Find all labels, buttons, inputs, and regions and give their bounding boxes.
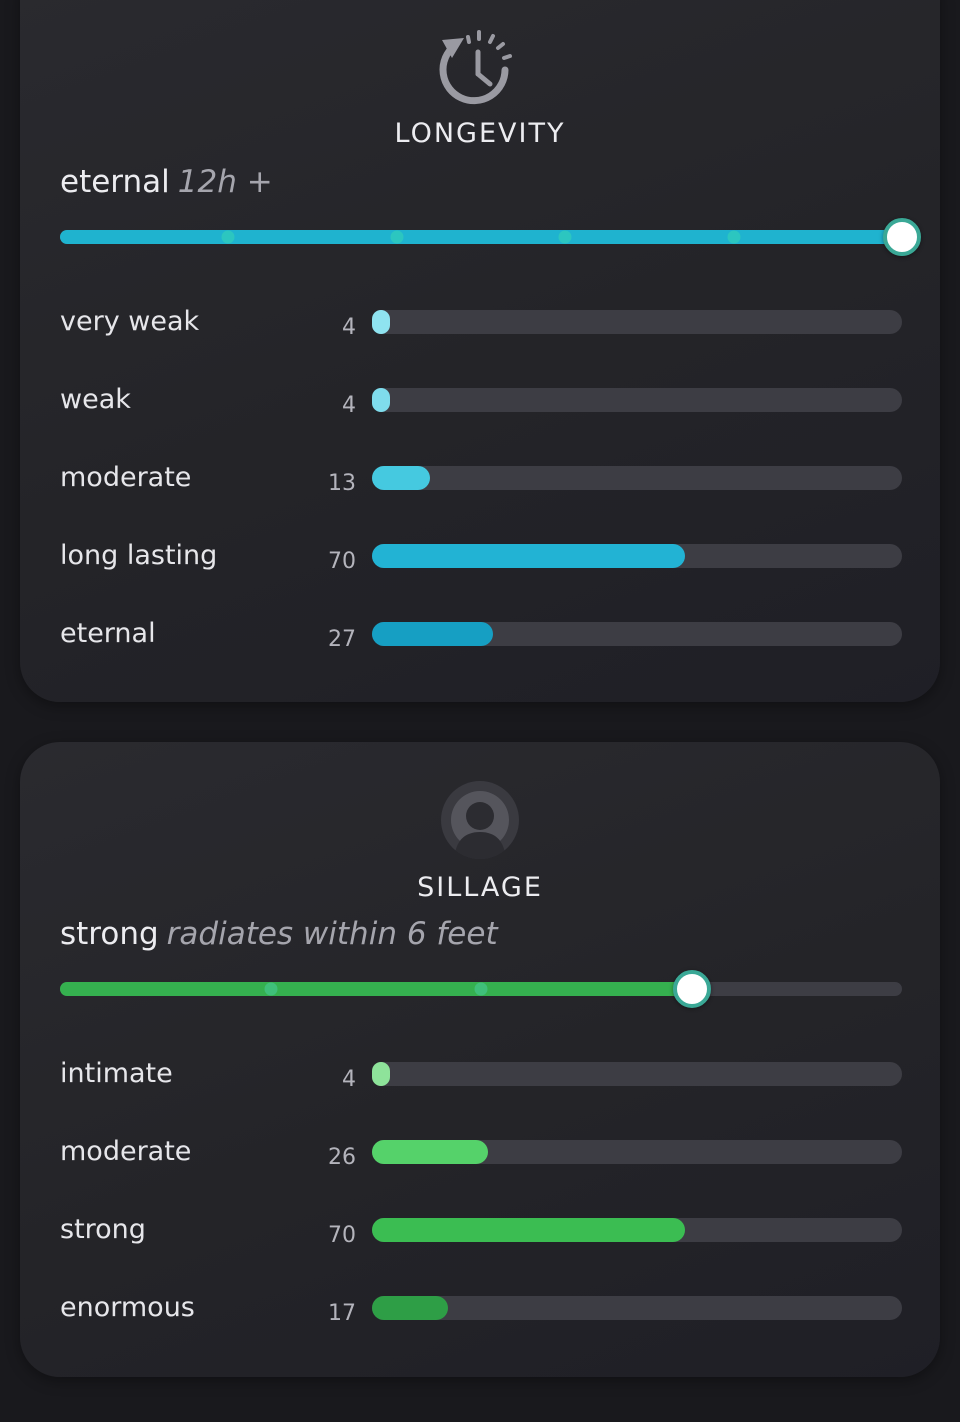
longevity-slider-fill [60,230,902,244]
vote-row[interactable]: very weak 4 [60,302,902,342]
vote-bar-fill [372,388,390,412]
sillage-title: SILLAGE [417,872,543,903]
longevity-verdict-label: eternal [60,164,170,200]
longevity-slider-tick [727,230,741,244]
sillage-slider-fill [60,982,692,996]
vote-row-label: intimate [60,1058,173,1089]
vote-bar-track [372,388,902,412]
vote-row[interactable]: moderate 26 [60,1132,902,1172]
longevity-slider-tick [221,230,235,244]
vote-row[interactable]: strong 70 [60,1210,902,1250]
vote-bar-track [372,466,902,490]
longevity-verdict: eternal 12h + [60,164,273,200]
vote-bar-fill [372,1296,448,1320]
vote-bar-track [372,1140,902,1164]
vote-row[interactable]: moderate 13 [60,458,902,498]
vote-row-label: long lasting [60,540,218,571]
vote-row-count: 4 [342,315,356,340]
sillage-verdict-detail: radiates within 6 feet [166,916,498,952]
vote-row-label: moderate [60,1136,192,1167]
vote-row[interactable]: intimate 4 [60,1054,902,1094]
sillage-slider-knob[interactable] [672,970,711,1008]
longevity-card: LONGEVITY eternal 12h + very weak 4 weak 4 mo… [20,0,940,702]
vote-bar-fill [372,622,493,646]
vote-row-count: 70 [328,549,356,574]
vote-row[interactable]: weak 4 [60,380,902,420]
vote-bar-track [372,310,902,334]
vote-row-label: moderate [60,462,192,493]
vote-row-label: weak [60,384,131,415]
longevity-slider[interactable] [60,218,921,256]
vote-row-label: strong [60,1214,146,1245]
sillage-slider[interactable] [60,970,902,1008]
vote-row-count: 4 [342,393,356,418]
longevity-slider-tick [558,230,572,244]
vote-row-label: enormous [60,1292,195,1323]
vote-row-count: 4 [342,1067,356,1092]
vote-row[interactable]: long lasting 70 [60,536,902,576]
vote-bar-track [372,622,902,646]
clock-history-icon [439,30,512,105]
vote-row-label: very weak [60,306,200,337]
longevity-title: LONGEVITY [394,118,566,149]
sillage-card: SILLAGE strong radiates within 6 feet int… [20,742,940,1377]
vote-row-label: eternal [60,618,156,649]
vote-bar-fill [372,310,390,334]
sillage-slider-tick [264,982,277,996]
vote-row-count: 27 [328,627,356,652]
vote-row[interactable]: enormous 17 [60,1288,902,1328]
vote-row-count: 26 [328,1145,356,1170]
vote-bar-fill [372,1062,390,1086]
vote-row-count: 13 [328,471,356,496]
vote-bar-fill [372,1140,489,1164]
longevity-slider-knob[interactable] [883,218,921,256]
sillage-slider-tick [474,982,488,996]
vote-bar-track [372,544,902,568]
vote-row-count: 70 [328,1223,356,1248]
longevity-verdict-detail: 12h + [177,164,273,200]
longevity-slider-tick [390,230,404,244]
vote-row-count: 17 [328,1301,356,1326]
vote-bar-track [372,1062,902,1086]
vote-bar-track [372,1296,902,1320]
person-aura-icon [441,781,519,859]
vote-bar-fill [372,544,685,568]
sillage-verdict: strong radiates within 6 feet [60,916,498,952]
vote-bar-track [372,1218,902,1242]
sillage-verdict-label: strong [60,916,159,952]
vote-bar-fill [372,1218,685,1242]
vote-row[interactable]: eternal 27 [60,614,902,654]
vote-bar-fill [372,466,431,490]
